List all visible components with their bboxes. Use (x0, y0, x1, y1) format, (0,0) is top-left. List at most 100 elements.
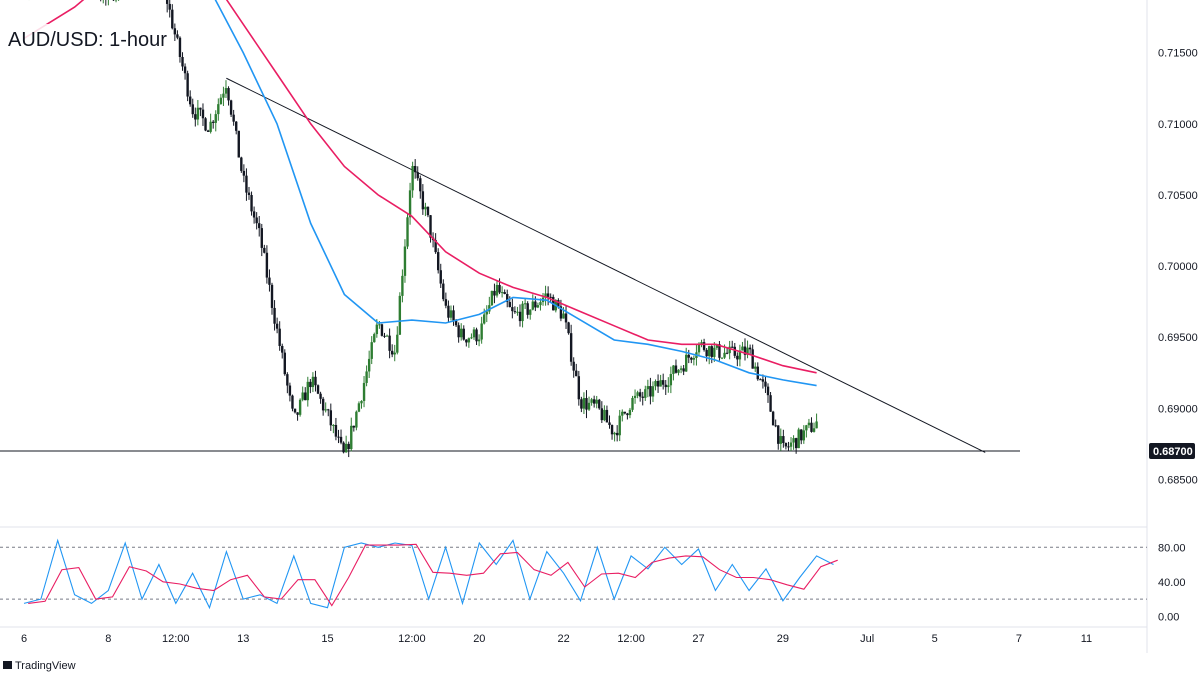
candle-body (329, 410, 333, 426)
candle (777, 425, 780, 450)
price-tick-label: 0.69000 (1158, 403, 1198, 415)
candle (426, 206, 430, 218)
candle-body (577, 376, 581, 400)
candle-body (242, 170, 246, 176)
candle-body (582, 398, 586, 409)
candle-body (327, 409, 330, 411)
candle (720, 357, 724, 360)
candle-body (444, 299, 448, 306)
candle-body (621, 411, 624, 416)
candle (100, 0, 102, 2)
candle (278, 321, 281, 351)
trendline (226, 77, 986, 453)
moving-average-slow (23, 0, 817, 374)
candle (298, 398, 302, 417)
candle (506, 289, 509, 308)
candle (181, 52, 184, 71)
candle (771, 410, 775, 426)
candle-body (281, 345, 284, 353)
candle (342, 441, 345, 454)
candle (761, 374, 765, 389)
candle (105, 0, 107, 6)
candle (357, 401, 361, 413)
candle (263, 244, 266, 254)
candle-body (544, 293, 547, 298)
candle-body (283, 352, 286, 375)
price-tick-label: 0.71000 (1158, 119, 1198, 131)
candle-body (615, 432, 619, 436)
candle-body (600, 408, 604, 421)
candle (490, 290, 494, 306)
candle (171, 4, 174, 30)
candle-body (222, 93, 225, 98)
candle (503, 289, 506, 295)
candle-body (725, 352, 729, 354)
candle (638, 388, 642, 402)
candle-body (263, 247, 266, 253)
candle (329, 403, 333, 431)
candle-body (424, 206, 427, 210)
candle-body (511, 307, 514, 312)
candle (114, 0, 118, 3)
candle-body (255, 217, 258, 224)
candle (651, 381, 655, 403)
candle-body (779, 436, 782, 444)
candle (388, 328, 391, 359)
candle-body (183, 66, 187, 74)
candle-body (733, 346, 736, 356)
candle (309, 379, 312, 394)
candle (523, 298, 527, 310)
candle-body (454, 320, 458, 326)
oscillator-k-line (23, 538, 834, 610)
candle (442, 279, 445, 302)
candle (595, 395, 598, 409)
candle (628, 407, 632, 419)
candle-body (291, 395, 294, 409)
candle (332, 424, 335, 434)
candle-body (191, 104, 194, 115)
candle (327, 408, 330, 417)
candle-body (357, 403, 361, 412)
ma-fast-line (214, 0, 817, 387)
candle-body (741, 346, 744, 351)
time-tick-label: 29 (777, 633, 789, 645)
candle (242, 164, 246, 183)
candle-body (590, 399, 593, 403)
candle (339, 429, 343, 445)
candle-body (460, 328, 463, 338)
candle-body (592, 399, 596, 404)
candle (224, 80, 228, 98)
candle-body (569, 333, 573, 362)
price-badge-label: 0.68700 (1153, 446, 1193, 458)
candle-body (365, 371, 368, 383)
candle-body (447, 305, 450, 318)
candle-body (265, 252, 269, 278)
candle (211, 120, 215, 129)
candle-body (296, 412, 299, 415)
candle-body (201, 109, 205, 119)
candle (439, 263, 442, 288)
candle (731, 340, 734, 349)
candle (603, 405, 606, 422)
candle (434, 233, 437, 254)
candle (168, 0, 171, 18)
candle (608, 415, 611, 429)
candle-body (406, 217, 409, 247)
candle-body (774, 425, 777, 427)
candle (613, 431, 616, 442)
candle (511, 298, 514, 319)
candle (661, 373, 665, 390)
candle (306, 376, 309, 407)
candle (229, 99, 233, 118)
candle-body (171, 9, 174, 29)
candle-body (413, 165, 417, 173)
candle (766, 383, 770, 403)
candle-body (815, 421, 818, 429)
candle-body (186, 73, 189, 97)
candle-body (518, 311, 522, 322)
candle-body (567, 322, 570, 334)
candle-body (754, 366, 757, 369)
candle-body (306, 381, 309, 401)
candle (705, 348, 708, 362)
price-axis: 0.71500 0.71000 0.70500 0.70000 0.69500 0.690… (1158, 48, 1198, 487)
